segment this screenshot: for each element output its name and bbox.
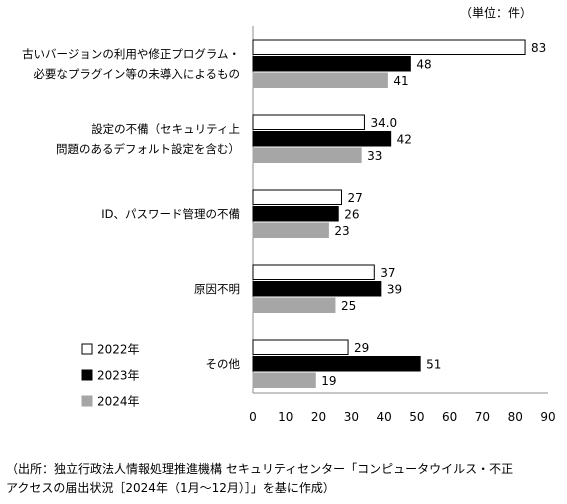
bar-2024年 [252, 372, 316, 388]
data-label: 42 [397, 132, 412, 146]
bar-chart: 古いバージョンの利用や修正プログラム・必要なプラグイン等の未導入によるもの設定の… [22, 26, 556, 424]
data-label: 25 [341, 299, 356, 313]
x-tick-label: 90 [540, 410, 555, 424]
bar-2022年 [252, 39, 526, 55]
legend-label: 2023年 [97, 369, 140, 383]
x-tick-label: 20 [311, 410, 326, 424]
legend-swatch [81, 369, 93, 381]
data-label: 41 [393, 74, 408, 88]
bar-2022年 [252, 264, 375, 280]
data-label: 48 [416, 57, 431, 71]
bar-2024年 [252, 222, 329, 238]
data-label: 29 [354, 341, 369, 355]
bar-2022年 [252, 189, 342, 205]
data-label: 19 [321, 374, 336, 388]
source-line-1: （出所：独立行政法人情報処理推進機構 セキュリティセンター「コンピュータウイルス… [6, 462, 514, 476]
data-label: 33 [367, 149, 382, 163]
x-tick-label: 80 [508, 410, 523, 424]
bar-2023年 [252, 356, 421, 372]
category-label: 設定の不備（セキュリティ上 [91, 122, 240, 136]
bar-2023年 [252, 206, 339, 222]
data-label: 27 [348, 191, 363, 205]
source-line-2: アクセスの届出状況［2024年（1月～12月）］」を基に作成） [6, 481, 335, 495]
data-label: 51 [426, 357, 441, 371]
bar-2024年 [252, 72, 388, 88]
x-tick-label: 40 [376, 410, 391, 424]
category-label: 原因不明 [194, 282, 240, 296]
x-tick-label: 10 [278, 410, 293, 424]
category-label: その他 [206, 357, 241, 371]
unit-label: （単位：件） [460, 6, 533, 20]
x-tick-label: 50 [409, 410, 424, 424]
legend-swatch [81, 343, 93, 355]
bar-2022年 [252, 114, 365, 130]
data-label: 83 [531, 41, 546, 55]
bar-2023年 [252, 281, 382, 297]
category-label: ID、パスワード管理の不備 [101, 207, 240, 221]
data-label: 39 [387, 282, 402, 296]
source-note: （出所：独立行政法人情報処理推進機構 セキュリティセンター「コンピュータウイルス… [6, 460, 513, 498]
legend-label: 2022年 [97, 343, 140, 357]
data-label: 23 [334, 224, 349, 238]
legend-swatch [81, 395, 93, 407]
legend-label: 2024年 [97, 395, 140, 409]
category-label: 必要なプラグイン等の未導入によるもの [33, 67, 240, 81]
x-tick-label: 60 [442, 410, 457, 424]
x-tick-label: 0 [249, 410, 257, 424]
x-tick-label: 30 [344, 410, 359, 424]
category-label: 問題のあるデフォルト設定を含む） [56, 142, 240, 156]
bar-2024年 [252, 147, 362, 163]
x-tick-label: 70 [475, 410, 490, 424]
data-label: 34.0 [370, 116, 397, 130]
bar-2024年 [252, 297, 336, 313]
data-label: 37 [380, 266, 395, 280]
data-label: 26 [344, 207, 359, 221]
bar-2022年 [252, 339, 349, 355]
category-label: 古いバージョンの利用や修正プログラム・ [22, 47, 240, 61]
bar-2023年 [252, 56, 411, 72]
bar-2023年 [252, 131, 392, 147]
